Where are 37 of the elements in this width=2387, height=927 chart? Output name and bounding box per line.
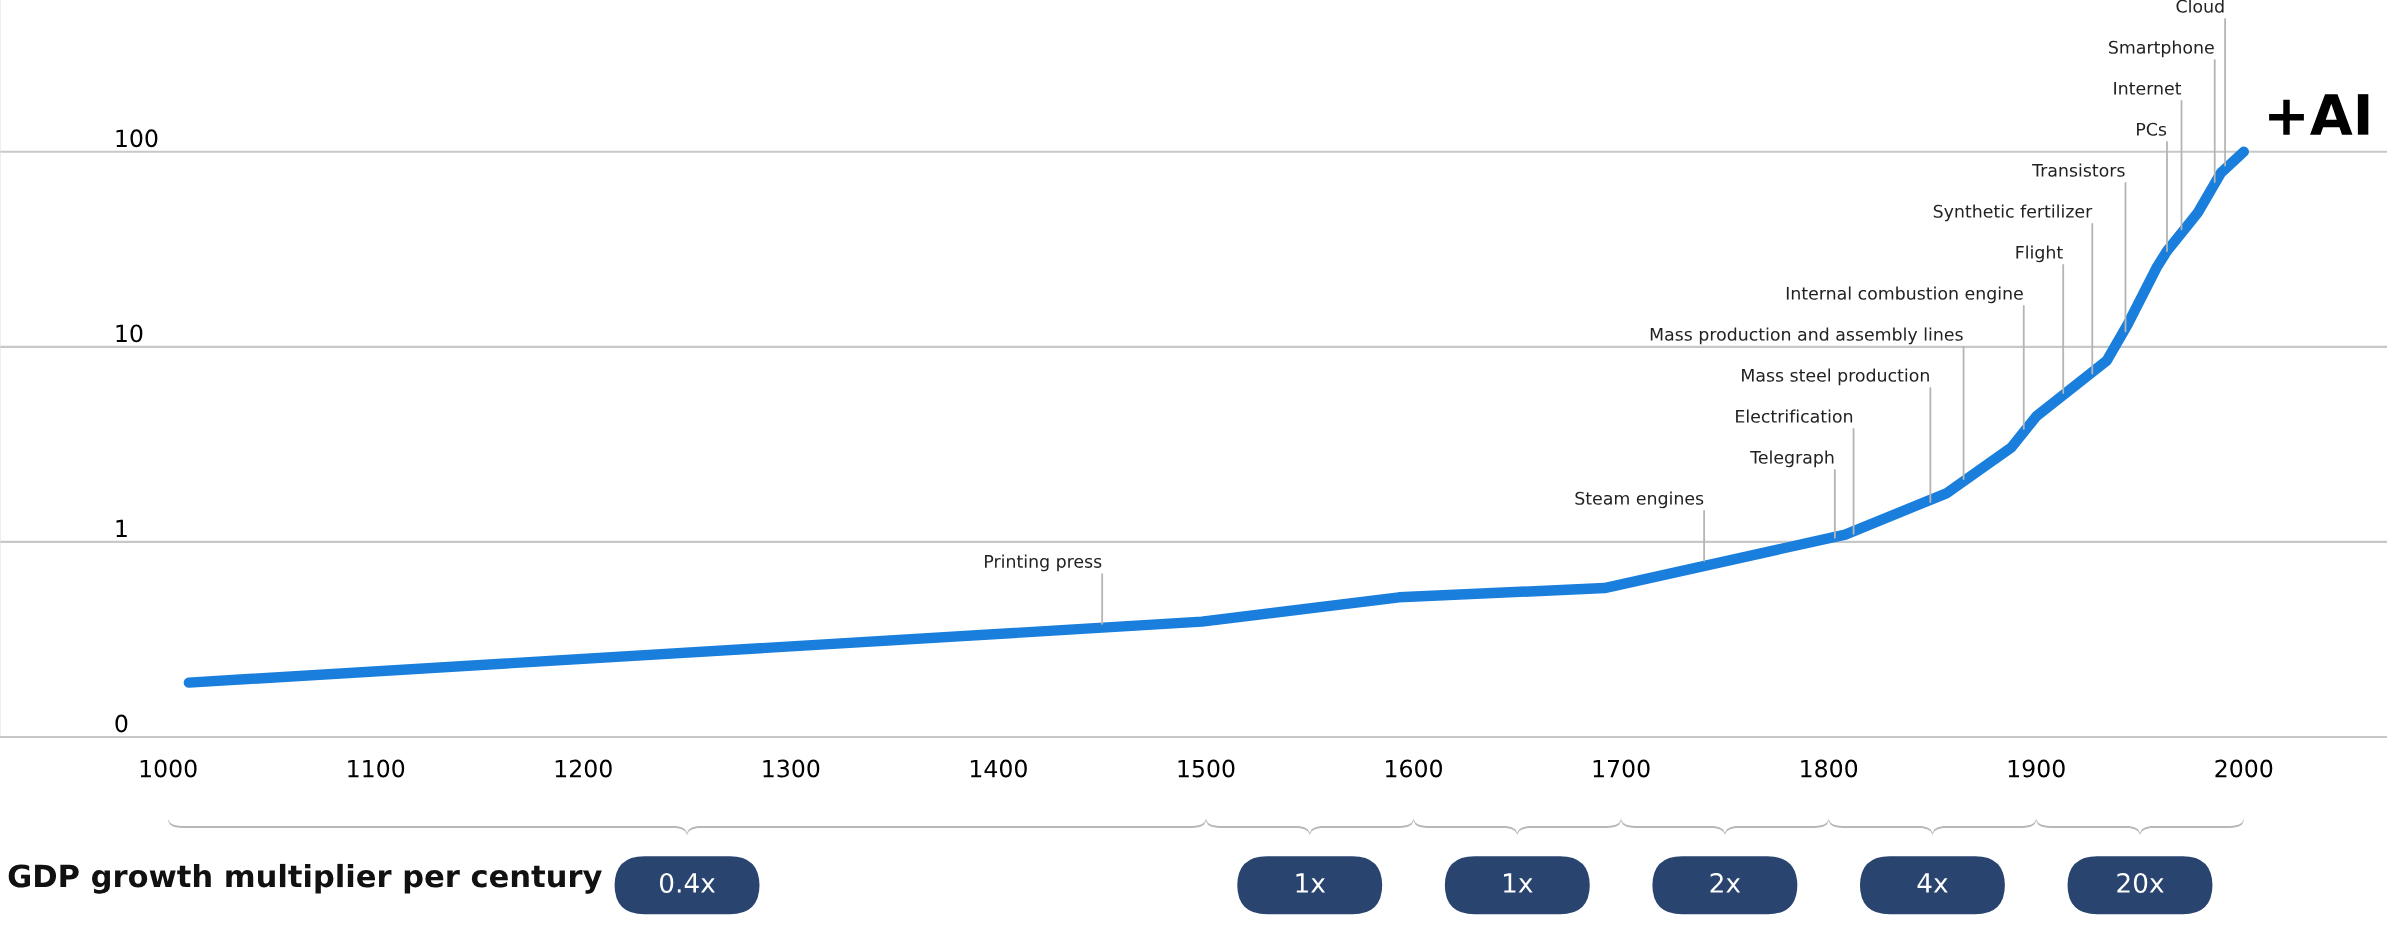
annotation: Smartphone	[2109, 40, 2214, 58]
annotation: Transistors	[2032, 163, 2125, 177]
text: 4x	[1917, 873, 1948, 893]
text: 0.4x	[659, 872, 715, 893]
text: 20x	[2117, 872, 2164, 893]
annotation: Cloud	[2176, 0, 2224, 13]
text: GDP growth multiplier per century	[8, 863, 602, 894]
x-tick-label: 1200	[555, 759, 612, 778]
annotation: Electrification	[1736, 409, 1853, 423]
text: 1x	[1296, 873, 1326, 893]
x-tick-label: 1000	[140, 759, 197, 778]
annotation: Mass steel production	[1742, 368, 1929, 386]
y-tick-label: 100	[116, 129, 158, 148]
x-tick-label: 1600	[1386, 759, 1442, 778]
annotation: Synthetic fertilizer	[1933, 204, 2093, 222]
annotation: Steam engines	[1575, 491, 1704, 509]
annotation: Mass production and assembly lines	[1650, 327, 1963, 345]
annotation: Internet	[2114, 81, 2182, 95]
annotation: Flight	[2016, 245, 2063, 263]
annotation: Telegraph	[1750, 450, 1834, 468]
annotation: PCs	[2137, 122, 2167, 136]
series-label: +AI	[2269, 94, 2369, 135]
x-tick-label: 1300	[763, 759, 820, 778]
x-tick-label: 2000	[2215, 759, 2273, 778]
x-tick-label: 1500	[1178, 759, 1235, 778]
y-tick-label: 10	[116, 324, 143, 343]
x-tick-label: 1400	[970, 759, 1027, 778]
y-tick-label: 1	[116, 519, 127, 537]
text: 1x	[1504, 873, 1533, 893]
text: 2x	[1710, 872, 1741, 893]
x-tick-label: 1800	[1801, 759, 1858, 778]
annotation: Internal combustion engine	[1786, 286, 2023, 304]
x-tick-label: 1100	[348, 759, 405, 778]
annotation: Printing press	[985, 554, 1102, 572]
y-tick-label: 0	[115, 714, 128, 733]
x-tick-label: 1700	[1593, 759, 1650, 778]
x-tick-label: 1900	[2008, 759, 2065, 778]
